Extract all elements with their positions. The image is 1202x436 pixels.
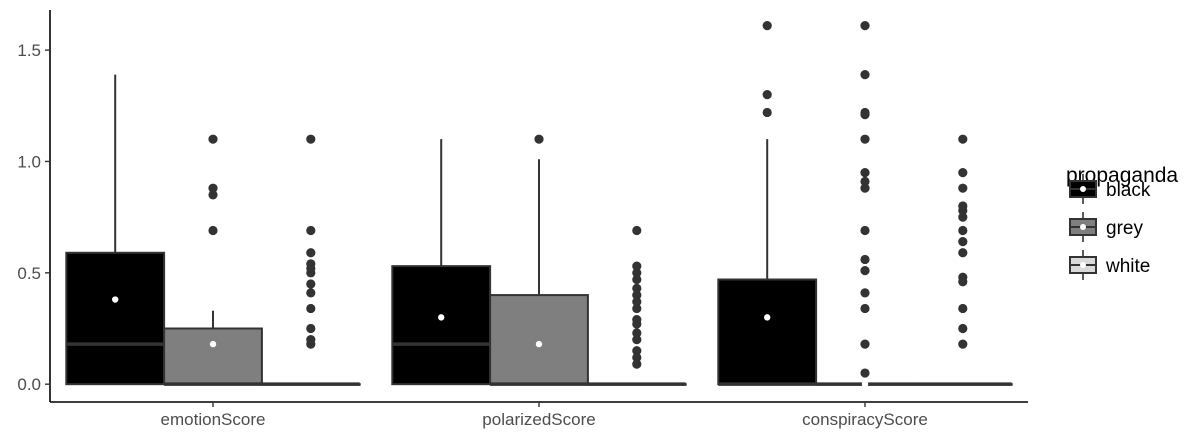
outlier-point-grey-conspiracyScore-0 [860, 368, 870, 378]
box-grey-polarizedScore [489, 294, 589, 386]
mean-point-black-conspiracyScore [764, 314, 771, 321]
x-tick-label-conspiracyScore: conspiracyScore [802, 410, 928, 429]
plot-area [65, 20, 1013, 388]
outlier-point-grey-emotionScore-1 [208, 190, 218, 200]
outlier-point-grey-emotionScore-0 [208, 225, 218, 236]
outlier-point-grey-conspiracyScore-9 [860, 167, 870, 178]
legend-key-point-white [1080, 262, 1086, 268]
outlier-point-grey-conspiracyScore-2 [860, 303, 870, 314]
mean-point-grey-polarizedScore [535, 340, 543, 348]
box-black-polarizedScore [391, 265, 492, 386]
legend-label-grey: grey [1106, 218, 1143, 239]
outlier-point-grey-polarizedScore-0 [534, 134, 544, 144]
outlier-point-white-emotionScore-5 [306, 279, 316, 289]
box-black-conspiracyScore [717, 278, 818, 386]
outlier-point-white-conspiracyScore-10 [958, 201, 968, 211]
legend-key-point-black [1080, 186, 1086, 192]
outlier-point-white-conspiracyScore-0 [958, 339, 968, 349]
x-tick-label-emotionScore: emotionScore [161, 410, 266, 429]
outlier-point-white-emotionScore-4 [306, 288, 316, 298]
mean-point-grey-emotionScore [209, 340, 217, 348]
outlier-point-white-conspiracyScore-1 [958, 323, 968, 334]
outlier-point-grey-conspiracyScore-4 [860, 265, 870, 276]
legend-label-black: black [1106, 180, 1151, 201]
outlier-point-white-emotionScore-10 [306, 225, 316, 236]
outlier-point-white-polarizedScore-2 [632, 346, 642, 356]
outlier-point-white-conspiracyScore-4 [958, 272, 968, 282]
outlier-point-white-polarizedScore-1 [632, 352, 642, 363]
x-tick-label-polarizedScore: polarizedScore [482, 410, 595, 429]
outlier-point-white-emotionScore-11 [306, 134, 316, 144]
outlier-point-black-conspiracyScore-2 [762, 20, 772, 31]
outlier-point-white-conspiracyScore-11 [958, 183, 968, 193]
outlier-point-grey-conspiracyScore-10 [860, 134, 870, 144]
outlier-point-white-conspiracyScore-6 [958, 237, 968, 247]
outlier-point-white-polarizedScore-12 [632, 268, 642, 278]
outlier-point-white-polarizedScore-13 [632, 261, 642, 271]
legend-key-point-grey [1080, 224, 1086, 230]
outlier-point-white-polarizedScore-14 [632, 225, 642, 236]
box-grey-emotionScore [163, 327, 263, 386]
outlier-point-white-polarizedScore-11 [632, 274, 642, 285]
y-tick-label-2: 1.0 [17, 152, 41, 171]
mean-point-black-polarizedScore [438, 314, 445, 321]
axes: 0.0 0.5 1.0 1.5 emotionScore polarizedScore co… [17, 10, 1028, 429]
outlier-point-grey-conspiracyScore-1 [860, 339, 870, 349]
outlier-point-white-conspiracyScore-7 [958, 225, 968, 236]
outlier-point-white-conspiracyScore-12 [958, 167, 968, 178]
outlier-point-grey-conspiracyScore-14 [860, 20, 870, 31]
y-tick-label-1: 0.5 [17, 264, 41, 283]
outlier-point-white-polarizedScore-10 [632, 283, 642, 294]
outlier-point-white-polarizedScore-9 [632, 290, 642, 300]
outlier-point-white-emotionScore-1 [306, 335, 316, 345]
outlier-point-white-conspiracyScore-5 [958, 248, 968, 258]
outlier-point-grey-conspiracyScore-13 [860, 69, 870, 80]
outlier-point-white-emotionScore-3 [306, 303, 316, 314]
outlier-point-black-conspiracyScore-0 [762, 107, 772, 118]
mean-point-grey-conspiracyScore [861, 380, 869, 388]
y-tick-label-0: 0.0 [17, 375, 41, 394]
legend-label-white: white [1105, 256, 1150, 277]
outlier-point-grey-conspiracyScore-8 [860, 176, 870, 187]
outlier-point-white-emotionScore-9 [306, 248, 316, 258]
outlier-point-grey-conspiracyScore-6 [860, 225, 870, 236]
outlier-point-white-polarizedScore-4 [632, 328, 642, 338]
outlier-point-white-conspiracyScore-13 [958, 134, 968, 144]
outlier-point-grey-emotionScore-3 [208, 134, 218, 144]
mean-point-black-emotionScore [112, 296, 119, 303]
outlier-point-white-polarizedScore-3 [632, 335, 642, 345]
outlier-point-grey-conspiracyScore-7 [860, 183, 870, 193]
outlier-point-white-polarizedScore-8 [632, 297, 642, 307]
outlier-point-black-conspiracyScore-1 [762, 90, 772, 100]
box-black-emotionScore [65, 251, 166, 386]
outlier-point-white-emotionScore-2 [306, 323, 316, 334]
outlier-point-white-polarizedScore-0 [632, 359, 642, 369]
outlier-point-grey-conspiracyScore-3 [860, 288, 870, 298]
outlier-point-white-polarizedScore-6 [632, 314, 642, 325]
outlier-point-white-conspiracyScore-8 [958, 212, 968, 222]
outlier-point-grey-conspiracyScore-12 [860, 107, 870, 118]
outlier-point-white-conspiracyScore-2 [958, 303, 968, 314]
outlier-point-grey-conspiracyScore-5 [860, 254, 870, 265]
outlier-point-white-emotionScore-8 [306, 259, 316, 269]
y-tick-label-3: 1.5 [17, 41, 41, 60]
outlier-point-white-polarizedScore-7 [632, 303, 642, 314]
outlier-point-grey-emotionScore-2 [208, 183, 218, 193]
